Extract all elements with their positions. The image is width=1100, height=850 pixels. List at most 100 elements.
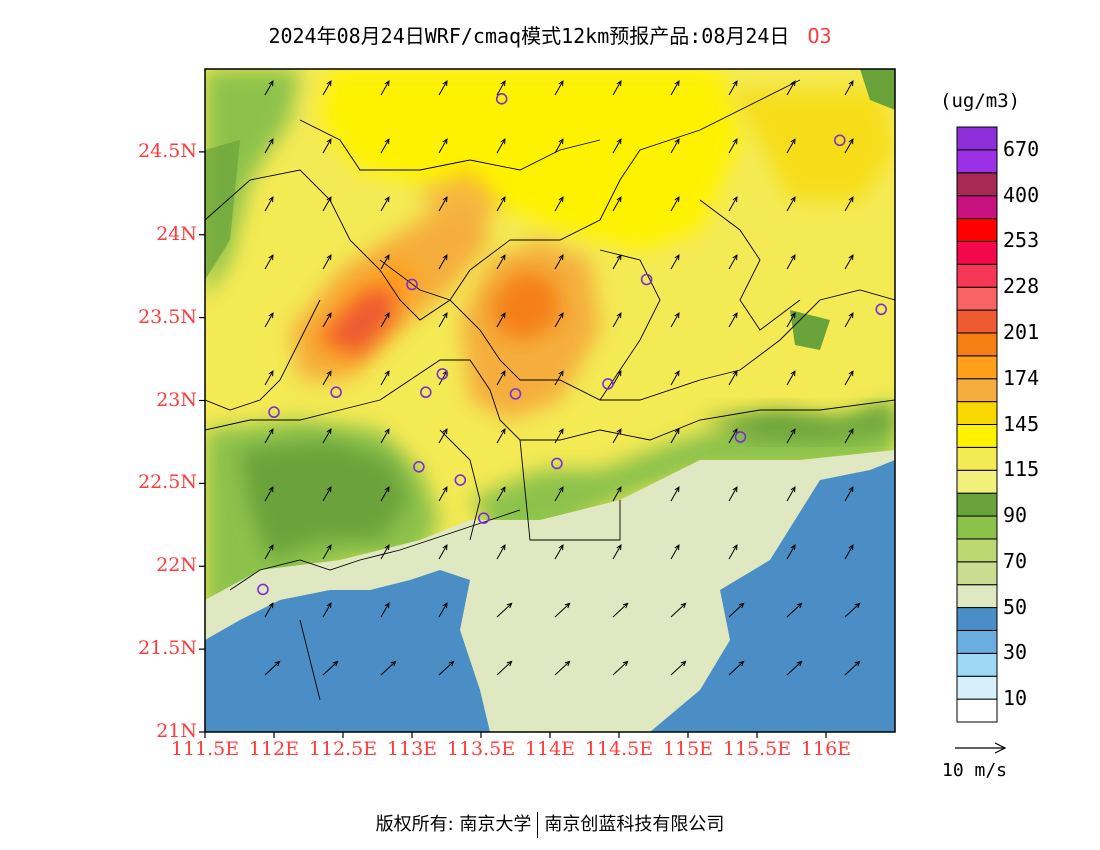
wind-arrow (322, 602, 332, 618)
wind-arrow (496, 428, 506, 444)
x-tick-label: 111.5E (170, 738, 240, 760)
wind-arrow-head (384, 428, 390, 435)
wind-arrow-head (506, 602, 513, 609)
colorbar-swatch (956, 652, 998, 677)
colorbar-swatch (956, 240, 998, 265)
wind-arrow (554, 370, 564, 386)
wind-arrow (844, 544, 854, 560)
wind-arrow-head (680, 660, 687, 667)
city-marker-site-13 (454, 474, 467, 486)
wind-arrow-head (384, 138, 390, 145)
wind-arrow-head (790, 428, 796, 435)
wind-arrow-head (564, 660, 571, 667)
wind-arrow-head (448, 660, 455, 667)
wind-arrow (496, 254, 506, 270)
colorbar-label: 228 (1003, 274, 1040, 299)
copyright-text: 版权所有: 南京大学 (375, 814, 532, 835)
wind-arrow (786, 80, 796, 96)
wind-arrow (554, 603, 570, 618)
wind-arrow-head (384, 486, 390, 493)
wind-arrow-head (558, 370, 564, 377)
wind-arrow (786, 312, 796, 328)
city-marker-site-4 (640, 273, 653, 286)
wind-arrow (612, 661, 628, 676)
y-tick-label: 21N (156, 720, 197, 742)
wind-arrow (322, 428, 332, 444)
colorbar-label: 115 (1003, 457, 1040, 482)
wind-arrow-head (732, 486, 738, 493)
wind-arrow-head (674, 80, 680, 87)
company-text: 南京创蓝科技有限公司 (544, 814, 725, 835)
wind-arrow (554, 312, 564, 328)
wind-arrow-head (790, 544, 796, 551)
wind-arrow (554, 80, 564, 96)
wind-arrow (322, 254, 332, 270)
wind-reference-label: 10 m/s (942, 760, 1008, 781)
wind-arrow (612, 603, 628, 618)
wind-arrow (438, 428, 448, 444)
wind-arrow-head (326, 312, 332, 319)
y-tick-label: 24.5N (138, 139, 197, 162)
wind-arrow-head (384, 602, 390, 609)
colorbar-label: 10 (1003, 686, 1028, 711)
wind-arrow (438, 661, 454, 676)
wind-arrow (264, 138, 274, 154)
x-tick-label: 115.5E (722, 738, 792, 760)
wind-arrow (438, 602, 448, 618)
colorbar-swatch (956, 378, 998, 403)
colorbar-swatch (956, 492, 998, 517)
wind-arrow (844, 138, 854, 154)
wind-arrow-head (274, 660, 281, 667)
wind-arrow-head (732, 196, 738, 203)
wind-arrow-head (790, 254, 796, 261)
wind-arrow-head (616, 196, 622, 203)
city-marker-site-9 (436, 368, 449, 380)
city-marker-site-11 (602, 378, 614, 390)
colorbar-swatch (956, 126, 998, 151)
colorbar-swatch (956, 195, 998, 220)
wind-arrow (786, 254, 796, 270)
wind-arrow-head (848, 80, 854, 87)
wind-arrow (670, 312, 680, 328)
wind-arrow (264, 602, 274, 618)
y-tick-label: 22N (156, 554, 197, 577)
wind-arrow-head (268, 486, 274, 493)
wind-arrow (844, 254, 854, 270)
chart-title: 2024年08月24日WRF/cmaq模式12km预报产品:08月24日 O3 (0, 20, 1100, 49)
wind-arrow (438, 370, 448, 386)
wind-arrow (786, 544, 796, 560)
wind-arrow (670, 370, 680, 386)
wind-arrow-head (442, 486, 448, 493)
wind-arrow (496, 80, 506, 96)
wind-arrow (728, 428, 738, 444)
wind-arrow (438, 312, 448, 328)
wind-arrow (670, 661, 686, 676)
wind-arrow (612, 196, 622, 212)
wind-arrow (438, 254, 448, 270)
colorbar-unit: (ug/m3) (940, 90, 1021, 112)
wind-arrow-head (326, 486, 332, 493)
city-marker-site-6 (330, 386, 342, 399)
wind-arrow (612, 312, 622, 328)
footer-separator (537, 812, 539, 838)
wind-arrow-head (732, 138, 738, 145)
wind-arrow (612, 370, 622, 386)
wind-arrow-head (326, 370, 332, 377)
wind-arrow-head (848, 370, 854, 377)
colorbar-swatch (956, 629, 998, 654)
colorbar-swatch (956, 218, 998, 242)
wind-arrow-head (848, 544, 854, 551)
wind-arrow-head (442, 428, 448, 435)
colorbar-label: 145 (1003, 411, 1040, 436)
colorbar-swatch (956, 584, 998, 609)
wind-arrow (728, 80, 738, 96)
wind-arrow-head (558, 196, 564, 203)
wind-arrow-head (442, 544, 448, 551)
wind-arrow-head (500, 138, 506, 145)
wind-arrow-head (616, 544, 622, 551)
wind-arrow (786, 661, 802, 676)
wind-arrow-head (732, 428, 738, 435)
wind-arrow-head (500, 544, 506, 551)
wind-arrow-head (848, 312, 854, 319)
wind-arrow (264, 544, 274, 560)
